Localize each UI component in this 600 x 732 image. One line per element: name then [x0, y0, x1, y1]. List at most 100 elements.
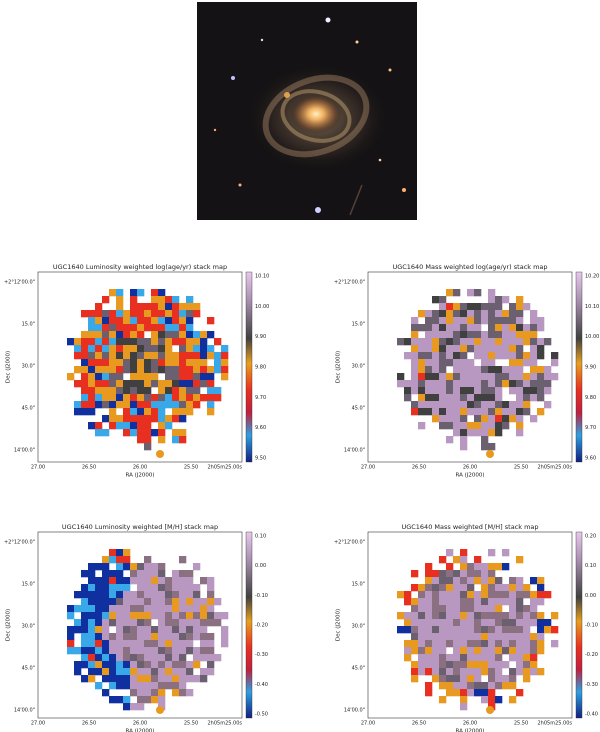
map-pixel: [144, 359, 152, 367]
map-pixel: [158, 619, 166, 627]
map-pixel: [186, 689, 194, 697]
map-pixel: [144, 366, 152, 374]
map-pixel: [474, 661, 482, 669]
map-pixel: [495, 296, 503, 304]
map-pixel: [165, 415, 173, 423]
map-pixel: [144, 563, 152, 571]
map-pixel: [446, 689, 454, 697]
y-tick-label: 30.0": [22, 624, 35, 630]
map-pixel: [467, 675, 475, 683]
map-pixel: [144, 696, 152, 704]
map-pixel: [453, 387, 461, 395]
map-pixel: [453, 633, 461, 641]
map-pixel: [221, 373, 229, 381]
map-pixel: [446, 640, 454, 648]
map-pixel: [158, 591, 166, 599]
map-pixel: [481, 345, 489, 353]
map-pixel: [151, 317, 159, 325]
map-pixel: [474, 668, 482, 676]
map-pixel: [158, 654, 166, 662]
map-pixel: [446, 591, 454, 599]
map-pixel: [88, 408, 96, 416]
map-pixel: [516, 689, 524, 697]
map-pixel: [495, 394, 503, 402]
map-pixel: [116, 352, 124, 360]
map-pixel: [221, 352, 229, 360]
map-pixel: [156, 706, 164, 714]
map-pixel: [460, 584, 468, 592]
colorbar-tick-label: -0.30: [585, 682, 598, 688]
map-pixel: [495, 654, 503, 662]
map-pixel: [460, 570, 468, 578]
map-pixel: [172, 296, 180, 304]
map-pixel: [425, 394, 433, 402]
map-pixel: [102, 373, 110, 381]
map-pixel: [488, 443, 496, 451]
map-pixel: [137, 563, 145, 571]
map-pixel: [123, 556, 131, 564]
map-pixel: [439, 366, 447, 374]
map-pixel: [474, 654, 482, 662]
map-pixel: [179, 387, 187, 395]
map-pixel: [179, 654, 187, 662]
map-pixel: [432, 619, 440, 627]
map-pixel: [488, 338, 496, 346]
map-pixel: [172, 612, 180, 620]
map-pixel: [158, 682, 166, 690]
map-pixel: [453, 584, 461, 592]
map-pixel: [179, 633, 187, 641]
map-pixel: [530, 394, 538, 402]
map-pixel: [488, 626, 496, 634]
map-pixel: [179, 345, 187, 353]
map-pixel: [481, 584, 489, 592]
map-pixel: [116, 394, 124, 402]
map-pixel: [193, 394, 201, 402]
map-pixel: [137, 689, 145, 697]
map-pixel: [411, 605, 419, 613]
map-pixel: [109, 338, 117, 346]
map-pixel: [530, 366, 538, 374]
map-pixel: [530, 317, 538, 325]
map-pixel: [530, 612, 538, 620]
map-pixel: [495, 338, 503, 346]
map-pixel: [81, 373, 89, 381]
map-pixel: [207, 591, 215, 599]
map-pixel: [453, 556, 461, 564]
map-pixel: [137, 570, 145, 578]
colorbar-tick-label: 0.00: [585, 593, 596, 599]
map-pixel: [425, 682, 433, 690]
map-pixel: [102, 689, 110, 697]
map-pixel: [130, 380, 138, 388]
map-pixel: [130, 324, 138, 332]
map-pixel: [193, 647, 201, 655]
map-pixel: [432, 359, 440, 367]
map-pixel: [186, 612, 194, 620]
map-pixel: [130, 703, 138, 711]
map-pixel: [109, 612, 117, 620]
map-pixel: [502, 317, 510, 325]
map-pixel: [130, 408, 138, 416]
map-pixel: [439, 303, 447, 311]
y-tick-label: 14'00.0": [344, 708, 365, 714]
map-pixel: [179, 668, 187, 676]
x-tick-label: 26.50: [82, 721, 96, 727]
map-pixel: [488, 696, 496, 704]
map-pixel: [467, 359, 475, 367]
map-pixel: [523, 675, 531, 683]
map-pixel: [186, 317, 194, 325]
map-pixel: [467, 626, 475, 634]
map-pixel: [509, 577, 517, 585]
map-pixel: [474, 303, 482, 311]
map-pixel: [102, 387, 110, 395]
map-pixel: [158, 317, 166, 325]
colorbar-tick-label: 9.70: [255, 395, 266, 401]
map-pixel: [397, 373, 405, 381]
map-pixel: [158, 324, 166, 332]
map-pixel: [474, 401, 482, 409]
map-pixel: [439, 352, 447, 360]
colorbar-tick-label: 10.10: [585, 304, 599, 310]
map-pixel: [193, 366, 201, 374]
map-pixel: [453, 380, 461, 388]
map-pixel: [130, 296, 138, 304]
map-pixel: [95, 619, 103, 627]
